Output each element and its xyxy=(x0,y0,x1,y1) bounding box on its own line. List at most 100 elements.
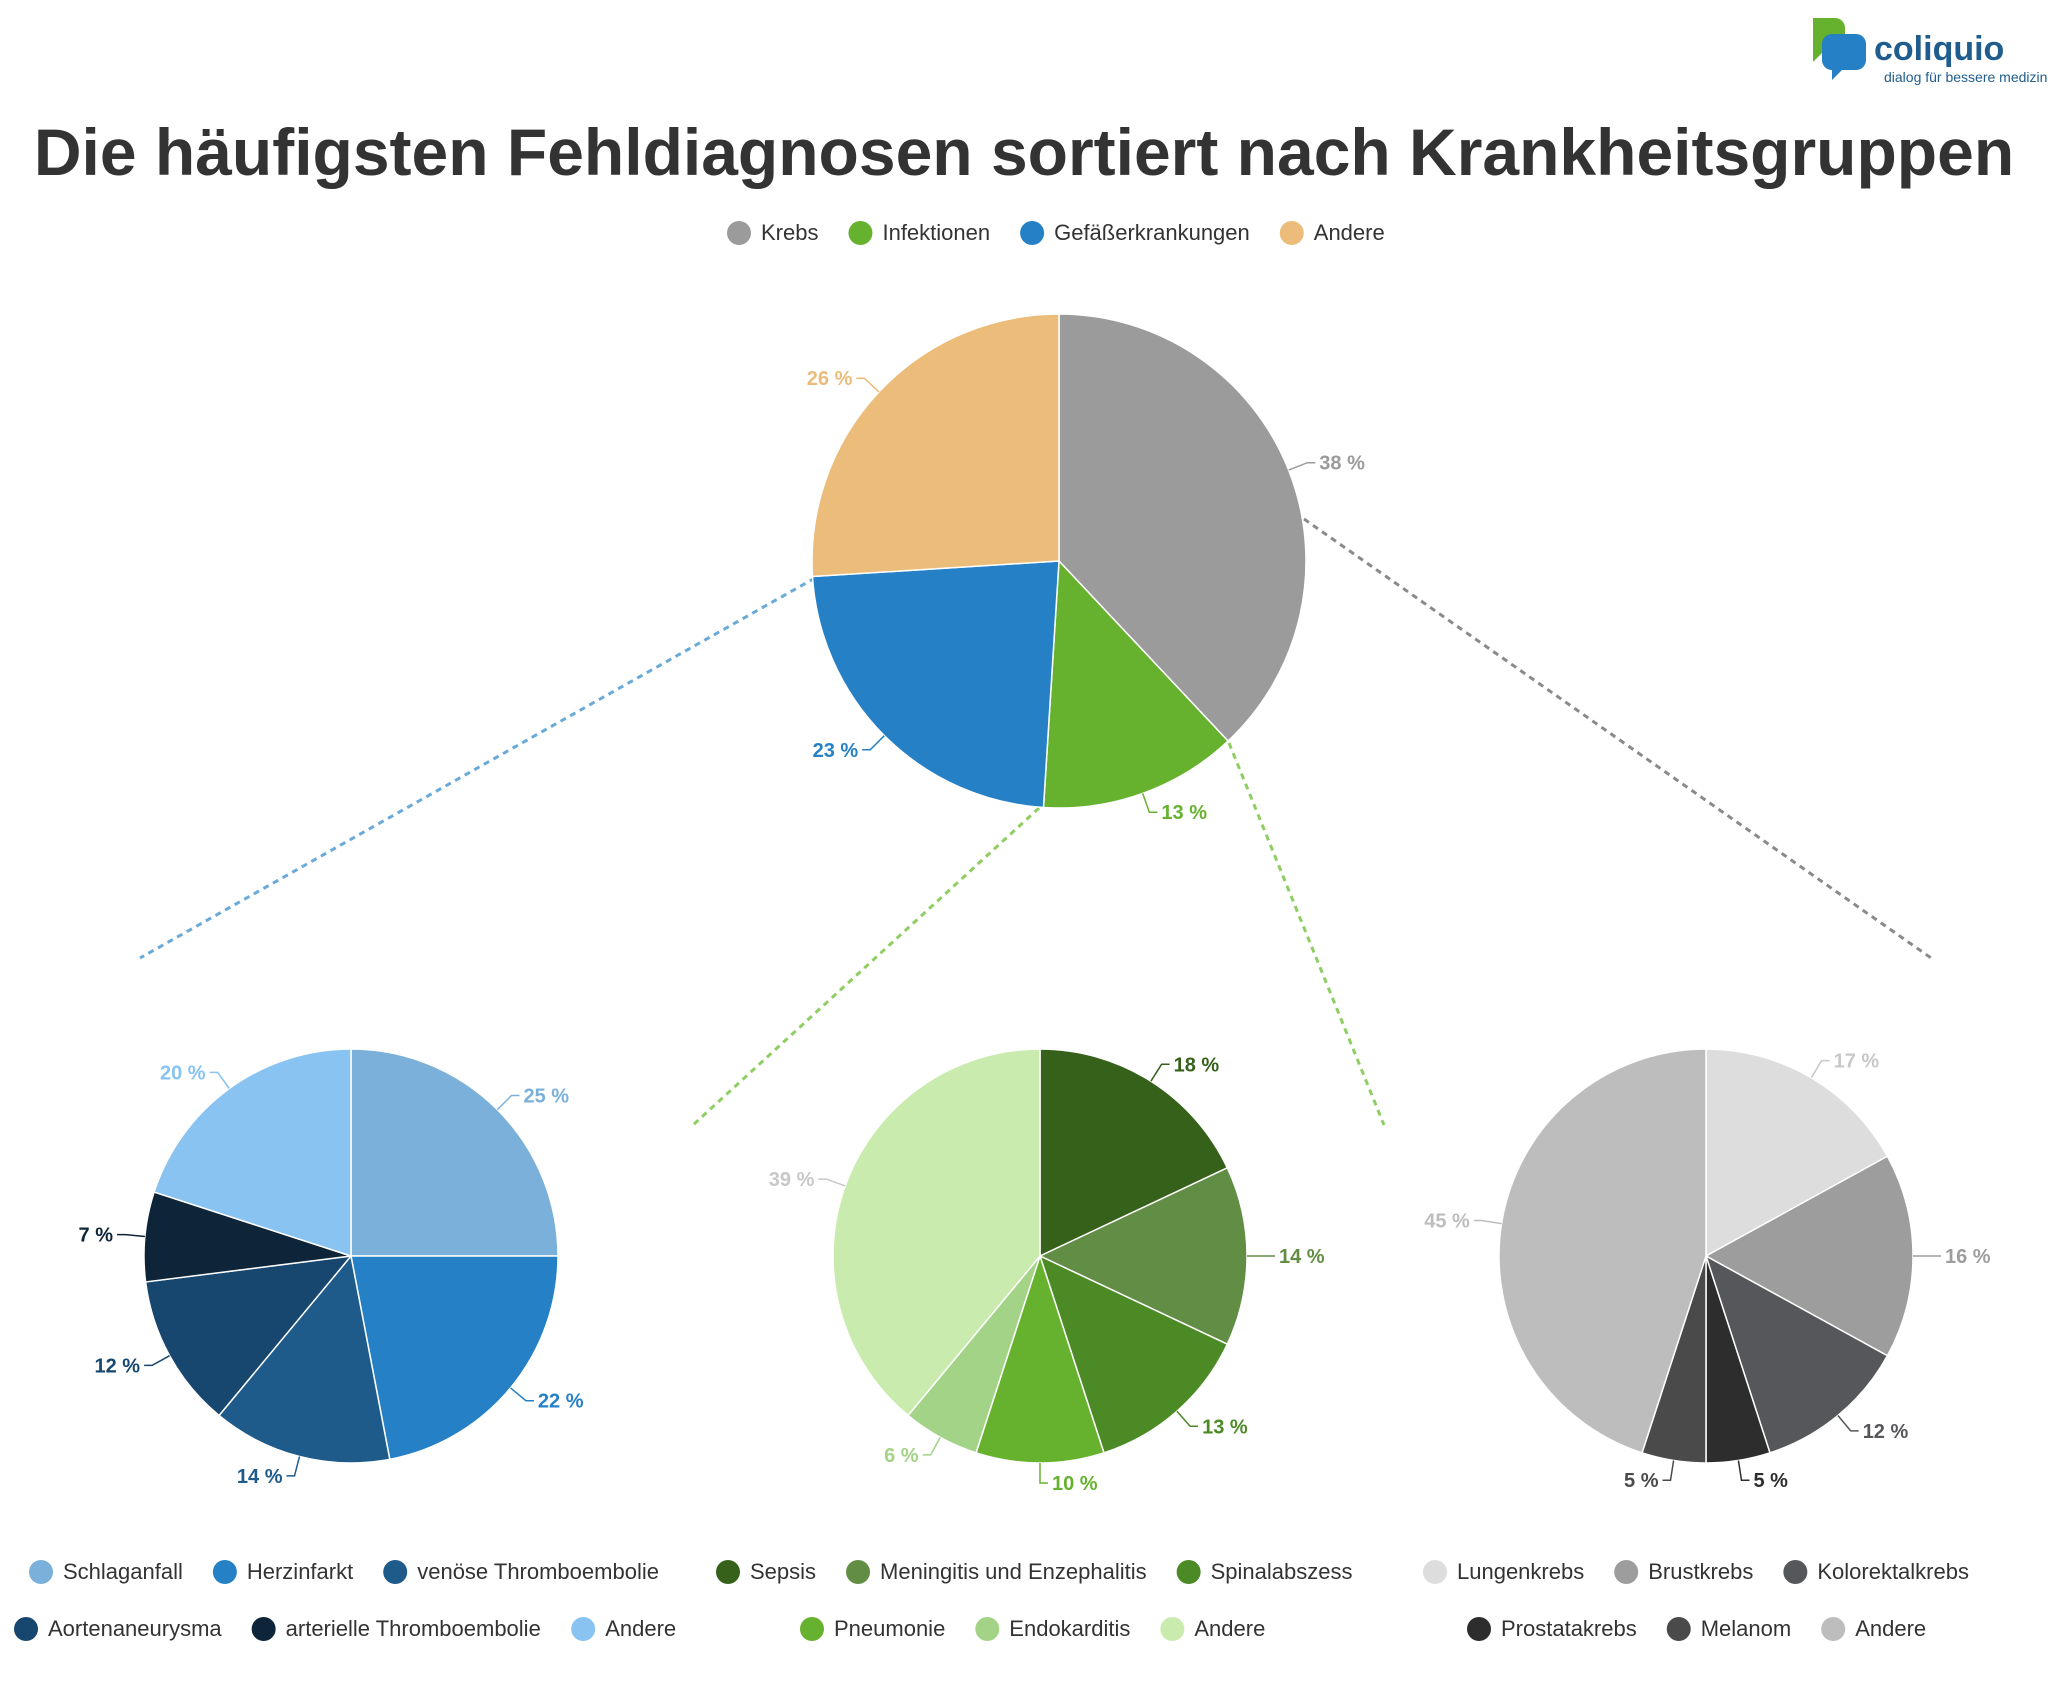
legend-swatch xyxy=(1279,221,1304,245)
legend-label: Infektionen xyxy=(882,220,990,245)
legend-swatch xyxy=(716,1560,740,1584)
legend-label: Andere xyxy=(1314,220,1385,245)
leader-line xyxy=(922,1437,941,1456)
legend-label: Brustkrebs xyxy=(1648,1559,1753,1584)
legend-swatch xyxy=(571,1617,596,1641)
legend-swatch xyxy=(1783,1560,1808,1584)
value-label-prostatakrebs: 5 % xyxy=(1754,1470,1789,1492)
value-label-andere: 45 % xyxy=(1424,1211,1470,1233)
value-label-endokarditis: 6 % xyxy=(884,1445,919,1467)
legend-gefaesserkrankungen: Schlaganfall Herzinfarkt venöse Thromboemb… xyxy=(14,1559,676,1641)
legend-label: Krebs xyxy=(761,220,818,245)
pie-slice-pneumonie xyxy=(975,1253,1105,1464)
pie-slice-andere xyxy=(832,1048,1041,1417)
leader-line xyxy=(1288,461,1316,471)
leader-line xyxy=(510,1387,534,1402)
brand-logo: coliquio dialog für bessere medizin xyxy=(1813,18,2047,85)
leader-line xyxy=(117,1233,145,1238)
legend-item-andere: Andere xyxy=(1821,1616,1926,1641)
leader-line xyxy=(209,1071,230,1089)
value-label-brustkrebs: 16 % xyxy=(1945,1246,1991,1268)
leader-line xyxy=(1662,1460,1675,1481)
connector-lines xyxy=(139,517,1935,1127)
connector-line xyxy=(1303,517,1935,962)
legend-swatch xyxy=(846,1560,871,1584)
legend-item-gefaesserkrankungen: Gefäßerkrankungen xyxy=(1020,220,1250,245)
pie-krebs: 17 % 16 % 12 % 5 % 5 % 45 % xyxy=(1424,1048,1991,1492)
legend-label: Lungenkrebs xyxy=(1457,1559,1584,1584)
value-label-herzinfarkt: 22 % xyxy=(538,1391,584,1413)
legend-label: Melanom xyxy=(1701,1616,1791,1641)
value-label-andere: 26 % xyxy=(807,368,853,390)
leader-line xyxy=(862,735,885,751)
value-label-melanom: 5 % xyxy=(1624,1470,1659,1492)
pie-slice-venoese-thromboembolie xyxy=(217,1254,391,1464)
legend-label: arterielle Thromboembolie xyxy=(286,1616,541,1641)
legend-swatch xyxy=(1160,1617,1185,1641)
legend-label: Pneumonie xyxy=(834,1616,945,1641)
legend-swatch xyxy=(212,1560,237,1584)
leader-line xyxy=(1141,793,1158,813)
legend-label: Schlaganfall xyxy=(63,1559,183,1584)
legend-label: Prostatakrebs xyxy=(1501,1616,1637,1641)
pie-slice-krebs xyxy=(1058,313,1307,743)
legend-swatch xyxy=(1176,1560,1201,1584)
legend-item-brustkrebs: Brustkrebs xyxy=(1614,1559,1753,1584)
pie-slice-spinalabszess xyxy=(1038,1254,1229,1454)
legend-infektionen: Sepsis Meningitis und Enzephalitis Spinala… xyxy=(716,1559,1353,1641)
pie-slice-sepsis xyxy=(1039,1048,1229,1258)
legend-krebs: Lungenkrebs Brustkrebs Kolorektalkrebs Pros… xyxy=(1423,1559,1969,1641)
legend-item-lungenkrebs: Lungenkrebs xyxy=(1423,1559,1584,1584)
pie-slice-gefaesserkrankungen xyxy=(811,560,1060,809)
value-label-arterielle-thromboembolie: 7 % xyxy=(79,1225,114,1247)
pie-slice-infektionen xyxy=(1042,559,1230,809)
legend-item-melanom: Melanom xyxy=(1666,1616,1791,1641)
legend-swatch xyxy=(1020,221,1045,245)
legend-item-herzinfarkt: Herzinfarkt xyxy=(212,1559,353,1584)
leader-line xyxy=(818,1178,846,1187)
legend-item-sepsis: Sepsis xyxy=(716,1559,816,1584)
legend-label: Gefäßerkrankungen xyxy=(1054,220,1250,245)
legend-item-kolorektalkrebs: Kolorektalkrebs xyxy=(1783,1559,1969,1584)
pie-infektionen: 18 % 14 % 13 % 10 % 6 % 39 % xyxy=(769,1048,1325,1495)
legend-item-prostatakrebs: Prostatakrebs xyxy=(1467,1616,1637,1641)
logo-bubble-blue-icon xyxy=(1822,34,1866,80)
legend-label: Andere xyxy=(605,1616,676,1641)
brand-tagline: dialog für bessere medizin xyxy=(1884,69,2047,85)
legend-label: Aortenaneurysma xyxy=(48,1616,222,1641)
leader-line xyxy=(1737,1460,1750,1481)
legend-swatch xyxy=(727,221,751,245)
leader-line xyxy=(1039,1463,1048,1484)
leader-line xyxy=(1837,1415,1859,1432)
legend-swatch xyxy=(29,1560,53,1584)
legend-swatch xyxy=(251,1617,276,1641)
legend-label: Kolorektalkrebs xyxy=(1817,1559,1969,1584)
legend-label: Meningitis und Enzephalitis xyxy=(880,1559,1147,1584)
legend-swatch xyxy=(1614,1560,1639,1584)
legend-swatch xyxy=(1467,1617,1491,1641)
value-label-spinalabszess: 13 % xyxy=(1202,1416,1248,1438)
main-legend: Krebs Infektionen Gefäßerkrankungen Andere xyxy=(727,220,1385,245)
legend-item-spinalabszess: Spinalabszess xyxy=(1176,1559,1353,1584)
pie-slice-andere xyxy=(1498,1048,1707,1454)
legend-item-krebs: Krebs xyxy=(727,220,818,245)
legend-swatch xyxy=(975,1617,1000,1641)
legend-label: Andere xyxy=(1855,1616,1926,1641)
leader-line xyxy=(856,377,880,393)
legend-item-arterielle-thromboembolie: arterielle Thromboembolie xyxy=(251,1616,541,1641)
leader-line xyxy=(1150,1063,1170,1082)
leader-line xyxy=(1473,1219,1502,1225)
pie-slice-andere xyxy=(153,1048,352,1258)
legend-swatch xyxy=(848,221,873,245)
leader-line xyxy=(144,1355,170,1367)
pie-slice-andere xyxy=(811,313,1060,578)
connector-line xyxy=(691,806,1041,1127)
connector-line xyxy=(139,576,816,960)
value-label-schlaganfall: 25 % xyxy=(524,1086,570,1108)
legend-swatch xyxy=(1423,1560,1447,1584)
value-label-andere: 20 % xyxy=(160,1062,206,1084)
legend-swatch xyxy=(1666,1617,1691,1641)
value-label-venoese-thromboembolie: 14 % xyxy=(237,1466,283,1488)
legend-item-schlaganfall: Schlaganfall xyxy=(29,1559,183,1584)
